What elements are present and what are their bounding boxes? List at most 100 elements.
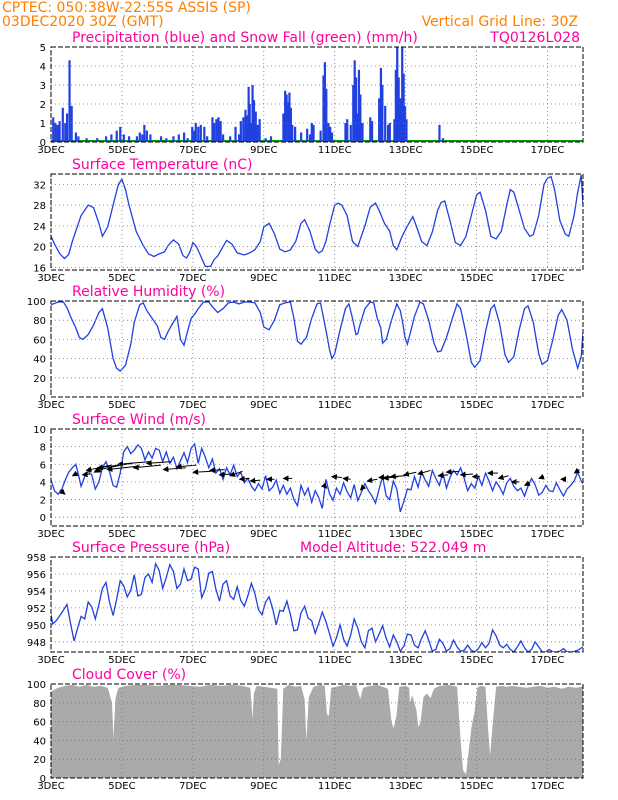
x-tick-label: 11DEC	[318, 529, 352, 540]
y-tick-label: 100	[27, 297, 46, 308]
precip-bar	[217, 117, 220, 142]
y-tick-label: 2	[40, 496, 46, 507]
y-tick-label: 6	[40, 460, 46, 471]
model-altitude: Model Altitude: 522.049 m	[300, 540, 486, 556]
precip-bar	[239, 121, 242, 142]
cloud-cover-area	[51, 684, 583, 778]
x-tick-label: 15DEC	[460, 781, 494, 792]
precip-plot-frame	[50, 46, 584, 143]
panel-precipitation: Precipitation (blue) and Snow Fall (gree…	[37, 30, 584, 156]
precip-bar	[143, 124, 146, 142]
precip-bar	[329, 126, 332, 142]
x-tick-label: 9DEC	[250, 273, 277, 284]
precip-bar	[191, 126, 194, 142]
x-tick-label: 3DEC	[37, 781, 64, 792]
precip-bar	[403, 105, 407, 142]
wind-vector-arrow	[417, 469, 431, 476]
x-tick-label: 17DEC	[531, 273, 565, 284]
precip-bar	[393, 119, 396, 142]
precip-bar	[353, 60, 356, 142]
x-tick-label: 9DEC	[250, 400, 277, 411]
x-tick-label: 3DEC	[37, 655, 64, 666]
x-tick-label: 9DEC	[250, 145, 277, 156]
precip-bar	[285, 94, 288, 142]
precip-bar	[264, 138, 267, 142]
x-tick-label: 7DEC	[179, 781, 206, 792]
precip-bar	[286, 102, 290, 142]
precip-bar	[401, 47, 404, 142]
x-tick-label: 9DEC	[250, 529, 277, 540]
wind-vector-arrow	[162, 466, 186, 473]
wind-vector-arrow	[497, 474, 509, 480]
y-tick-label: 32	[33, 180, 46, 191]
precip-bar	[256, 124, 259, 142]
precip-bar	[322, 75, 325, 142]
wind-vector-arrow	[366, 477, 378, 484]
precip-bar	[234, 126, 237, 142]
precip-bar	[197, 126, 200, 142]
y-tick-label: 28	[33, 201, 46, 212]
y-tick-label: 80	[33, 699, 46, 710]
precip-bar	[85, 138, 88, 142]
x-tick-label: 15DEC	[460, 529, 494, 540]
y-tick-label: 948	[27, 638, 46, 649]
precip-bar	[369, 117, 372, 142]
precip-bar	[378, 98, 381, 142]
y-tick-label: 24	[33, 222, 46, 233]
y-tick-label: 80	[33, 316, 46, 327]
precip-bar	[110, 134, 113, 142]
wind-vector-arrow	[145, 460, 172, 467]
wind-plot-frame	[50, 428, 584, 527]
y-tick-label: 16	[33, 263, 46, 274]
precip-bar	[254, 111, 257, 142]
precip-bar	[386, 124, 390, 142]
wind-vector-arrow	[538, 473, 545, 480]
rh-plot-area	[51, 301, 583, 372]
y-tick-label: 3	[40, 81, 46, 92]
wind-vector-arrow	[208, 467, 225, 474]
y-tick-label: 20	[33, 374, 46, 385]
x-tick-label: 5DEC	[108, 145, 135, 156]
precip-bar	[186, 138, 189, 142]
precip-bar	[222, 134, 225, 142]
x-tick-label: 5DEC	[108, 655, 135, 666]
precip-bar	[381, 85, 384, 142]
precip-bar	[183, 132, 186, 142]
precip-bar	[405, 119, 408, 142]
precip-bar	[58, 121, 61, 142]
precip-bar	[242, 117, 245, 142]
x-tick-label: 17DEC	[531, 655, 565, 666]
x-tick-label: 5DEC	[108, 529, 135, 540]
header-station: CPTEC: 050:38W-22:55S ASSIS (SP)	[2, 0, 251, 16]
precip-bar	[294, 126, 297, 142]
header-model-id: TQ0126L028	[489, 30, 580, 46]
y-tick-label: 0	[40, 774, 46, 785]
precip-bar	[159, 136, 163, 142]
precip-bar	[54, 123, 57, 142]
temp-series-line	[51, 174, 583, 268]
x-tick-label: 11DEC	[318, 273, 352, 284]
precip-bar	[206, 136, 209, 142]
header-grid-note: Vertical Grid Line: 30Z	[422, 14, 578, 30]
x-tick-label: 5DEC	[108, 400, 135, 411]
precip-bar	[203, 126, 206, 142]
y-tick-label: 60	[33, 335, 46, 346]
precip-bar	[258, 119, 261, 142]
wind-vector-arrow	[573, 467, 581, 474]
precip-bar	[244, 109, 247, 142]
cloud-plot-frame	[50, 683, 584, 779]
wind-vector-arrow	[132, 464, 161, 471]
wind-title: Surface Wind (m/s)	[72, 412, 206, 428]
pres-plot-frame	[50, 556, 584, 653]
precip-bar	[291, 124, 294, 142]
precip-bar	[388, 123, 391, 142]
x-tick-label: 3DEC	[37, 529, 64, 540]
precip-bar	[397, 77, 400, 142]
y-tick-label: 8	[40, 443, 46, 454]
wind-vector-arrow	[389, 473, 406, 480]
precip-bar	[64, 123, 67, 142]
precip-bar	[74, 132, 78, 142]
precip-bar	[357, 69, 361, 142]
x-tick-label: 13DEC	[389, 529, 423, 540]
